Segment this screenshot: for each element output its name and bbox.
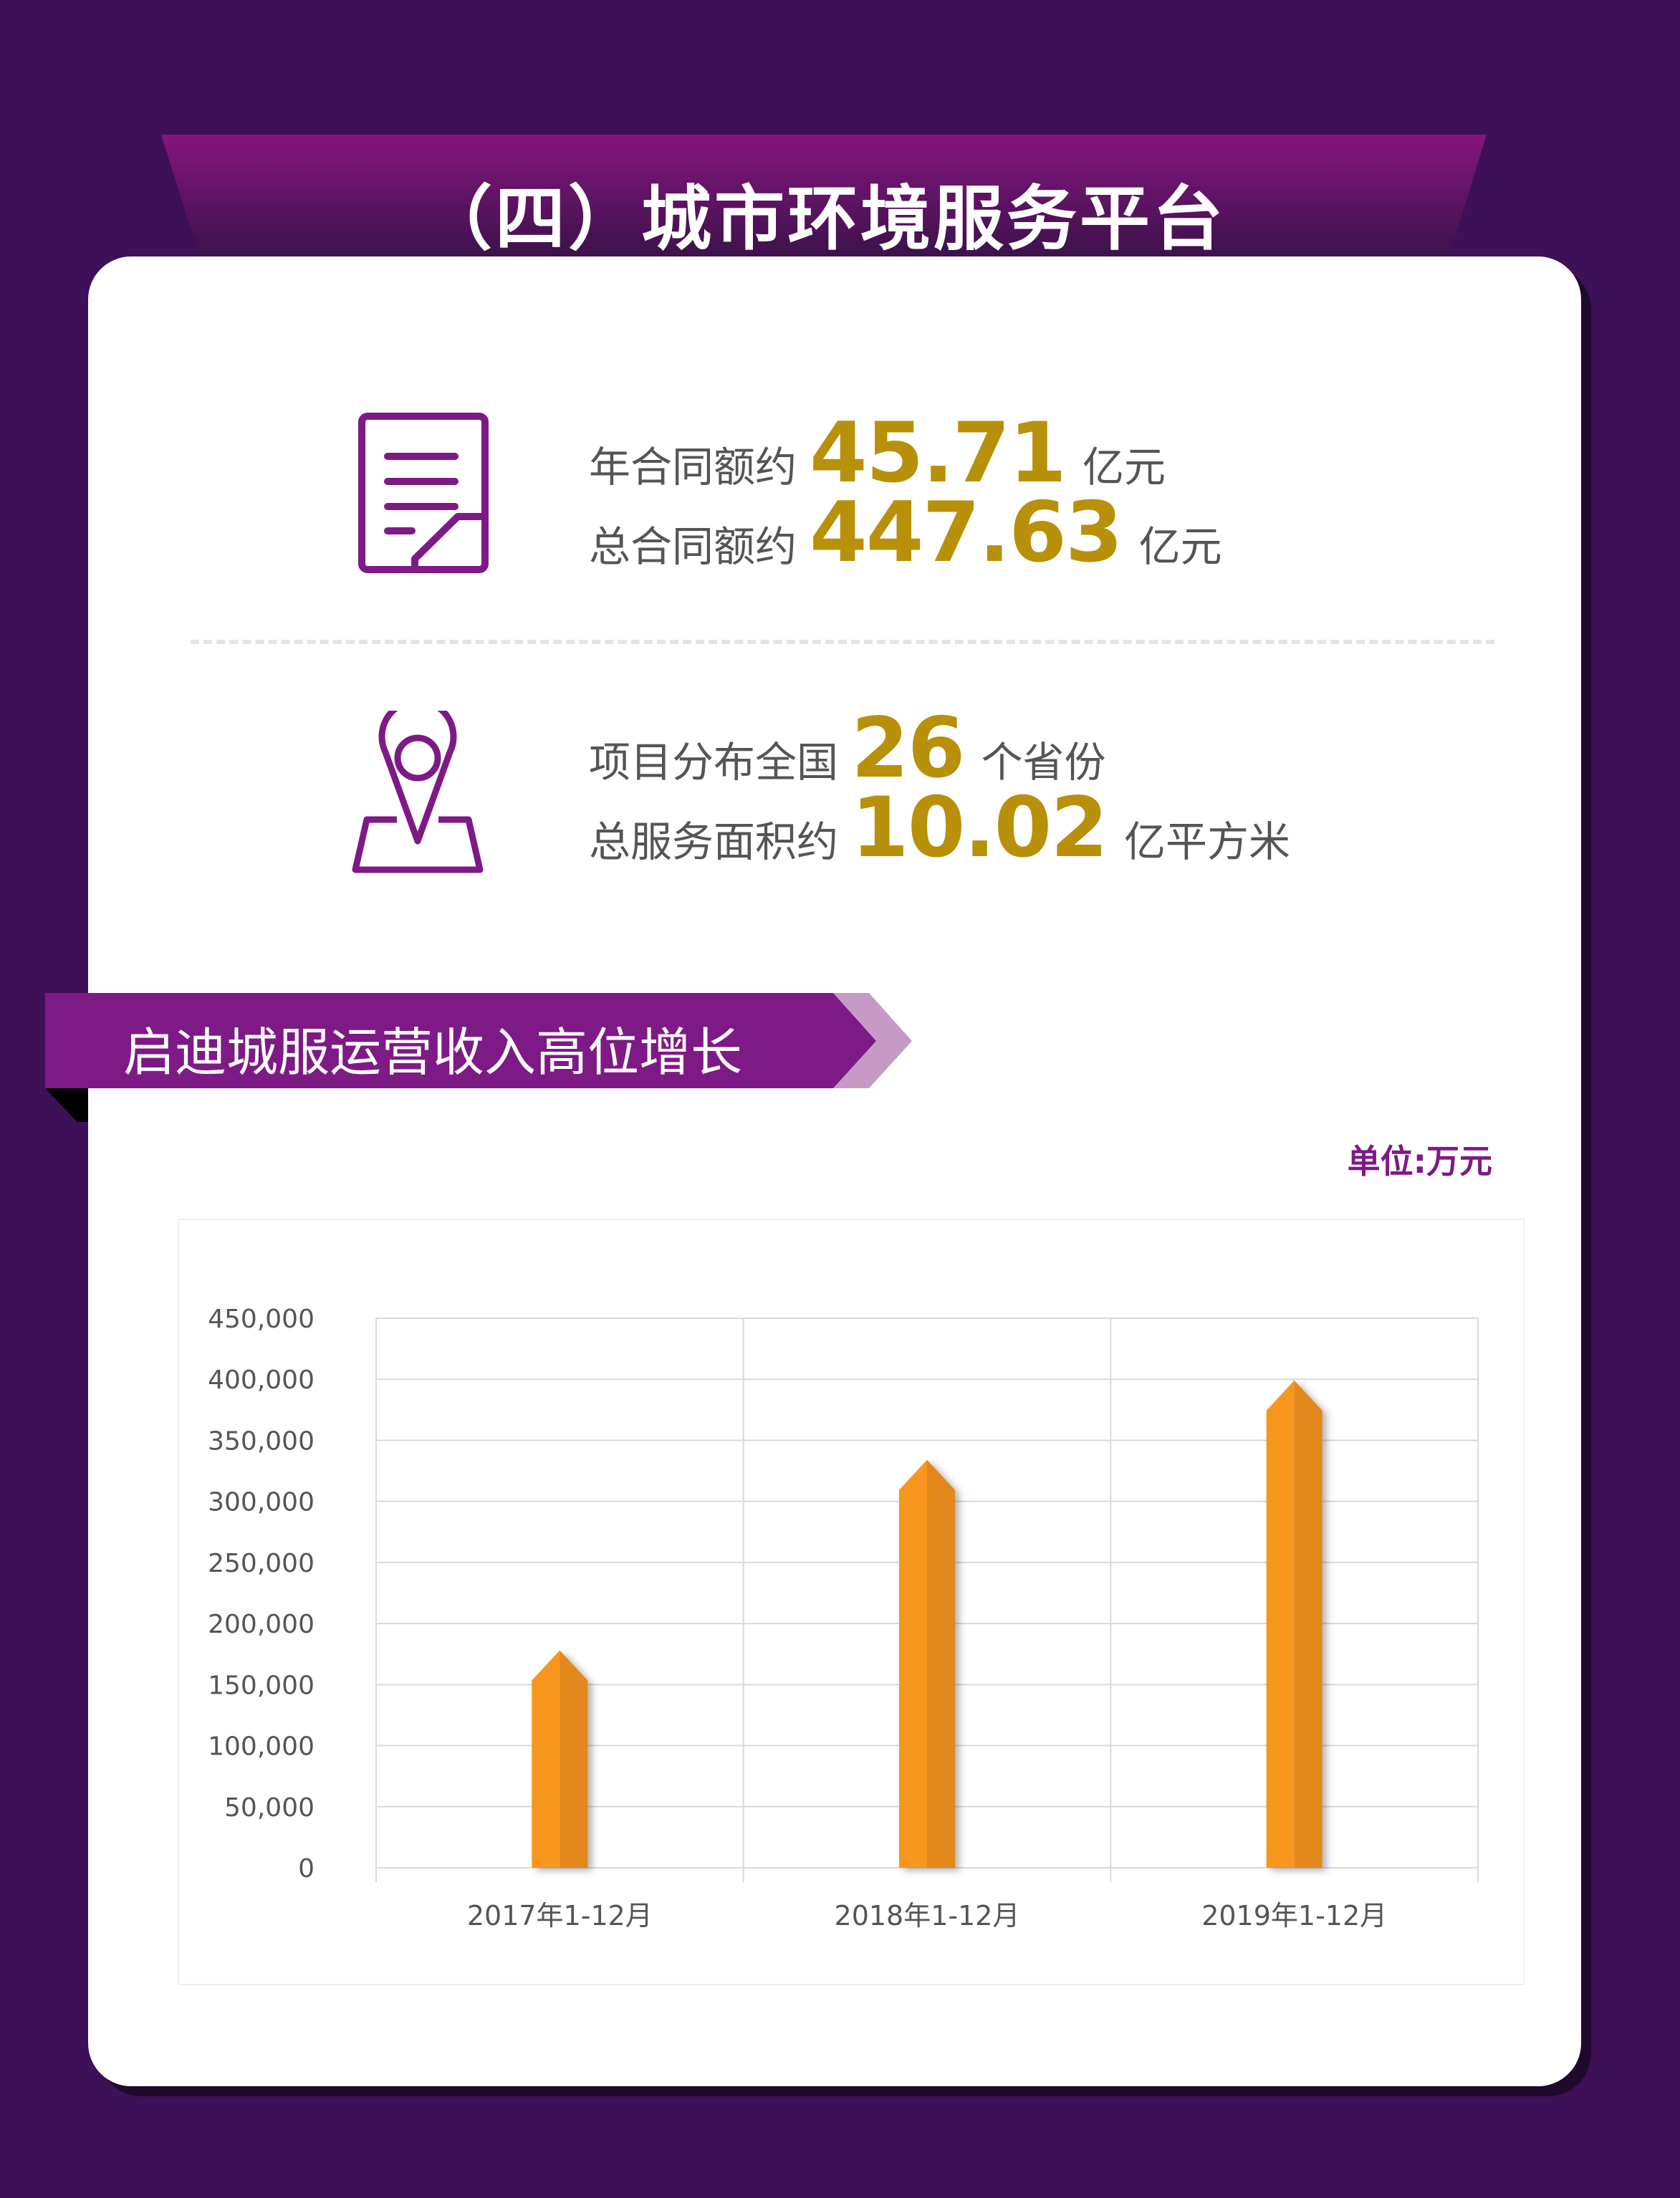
y-tick-label: 300,000 [208, 1488, 315, 1517]
annual-contract-unit: 亿元 [1082, 443, 1166, 491]
total-contract-value: 447.63 [810, 484, 1123, 581]
bar [1266, 1380, 1323, 1868]
chart-container: 0 50,000 100,000 150,000 200,000 250,000 300,0… [178, 1219, 1525, 1985]
annual-contract-stat: 年合同额约 45.71 亿元 [589, 405, 1166, 501]
page-title: （四）城市环境服务平台 [421, 178, 1226, 260]
annual-contract-value: 45.71 [810, 405, 1067, 501]
y-tick-label: 350,000 [208, 1426, 315, 1456]
annual-contract-label: 年合同额约 [589, 443, 797, 491]
title-banner: （四）城市环境服务平台 [161, 135, 1487, 291]
title-banner-shape [161, 135, 1487, 291]
provinces-label: 项目分布全国 [589, 738, 839, 787]
provinces-value: 26 [851, 700, 965, 797]
service-area-value: 10.02 [851, 779, 1108, 876]
y-tick-label: 50,000 [224, 1793, 315, 1823]
section-title: 启迪城服运营收入高位增长 [123, 1022, 743, 1083]
total-contract-label: 总合同额约 [589, 522, 797, 571]
x-tick-label: 2018年1-12月 [835, 1900, 1020, 1931]
total-contract-unit: 亿元 [1138, 522, 1222, 571]
total-contract-stat: 总合同额约 447.63 亿元 [589, 484, 1222, 581]
section-banner [45, 993, 912, 1122]
service-area-unit: 亿平方米 [1123, 817, 1290, 866]
service-area-label: 总服务面积约 [589, 817, 839, 866]
document-icon [358, 413, 489, 573]
bar [532, 1650, 588, 1868]
y-tick-label: 200,000 [208, 1610, 315, 1639]
x-tick-label: 2017年1-12月 [467, 1900, 653, 1931]
bar [899, 1459, 955, 1868]
provinces-stat: 项目分布全国 26 个省份 [589, 700, 1105, 797]
y-tick-label: 250,000 [208, 1549, 315, 1578]
divider [191, 640, 1494, 644]
y-tick-label: 450,000 [208, 1305, 315, 1334]
provinces-unit: 个省份 [981, 738, 1106, 787]
y-tick-label: 100,000 [208, 1732, 315, 1762]
bar-chart: 0 50,000 100,000 150,000 200,000 250,000 300,0… [208, 1305, 1479, 1931]
x-tick-label: 2019年1-12月 [1201, 1900, 1387, 1931]
y-tick-label: 150,000 [208, 1671, 315, 1700]
unit-label: 单位:万元 [1347, 1142, 1492, 1181]
map-pin-icon [352, 711, 484, 873]
y-tick-label: 0 [298, 1854, 315, 1883]
service-area-stat: 总服务面积约 10.02 亿平方米 [589, 779, 1290, 876]
y-tick-label: 400,000 [208, 1366, 315, 1395]
